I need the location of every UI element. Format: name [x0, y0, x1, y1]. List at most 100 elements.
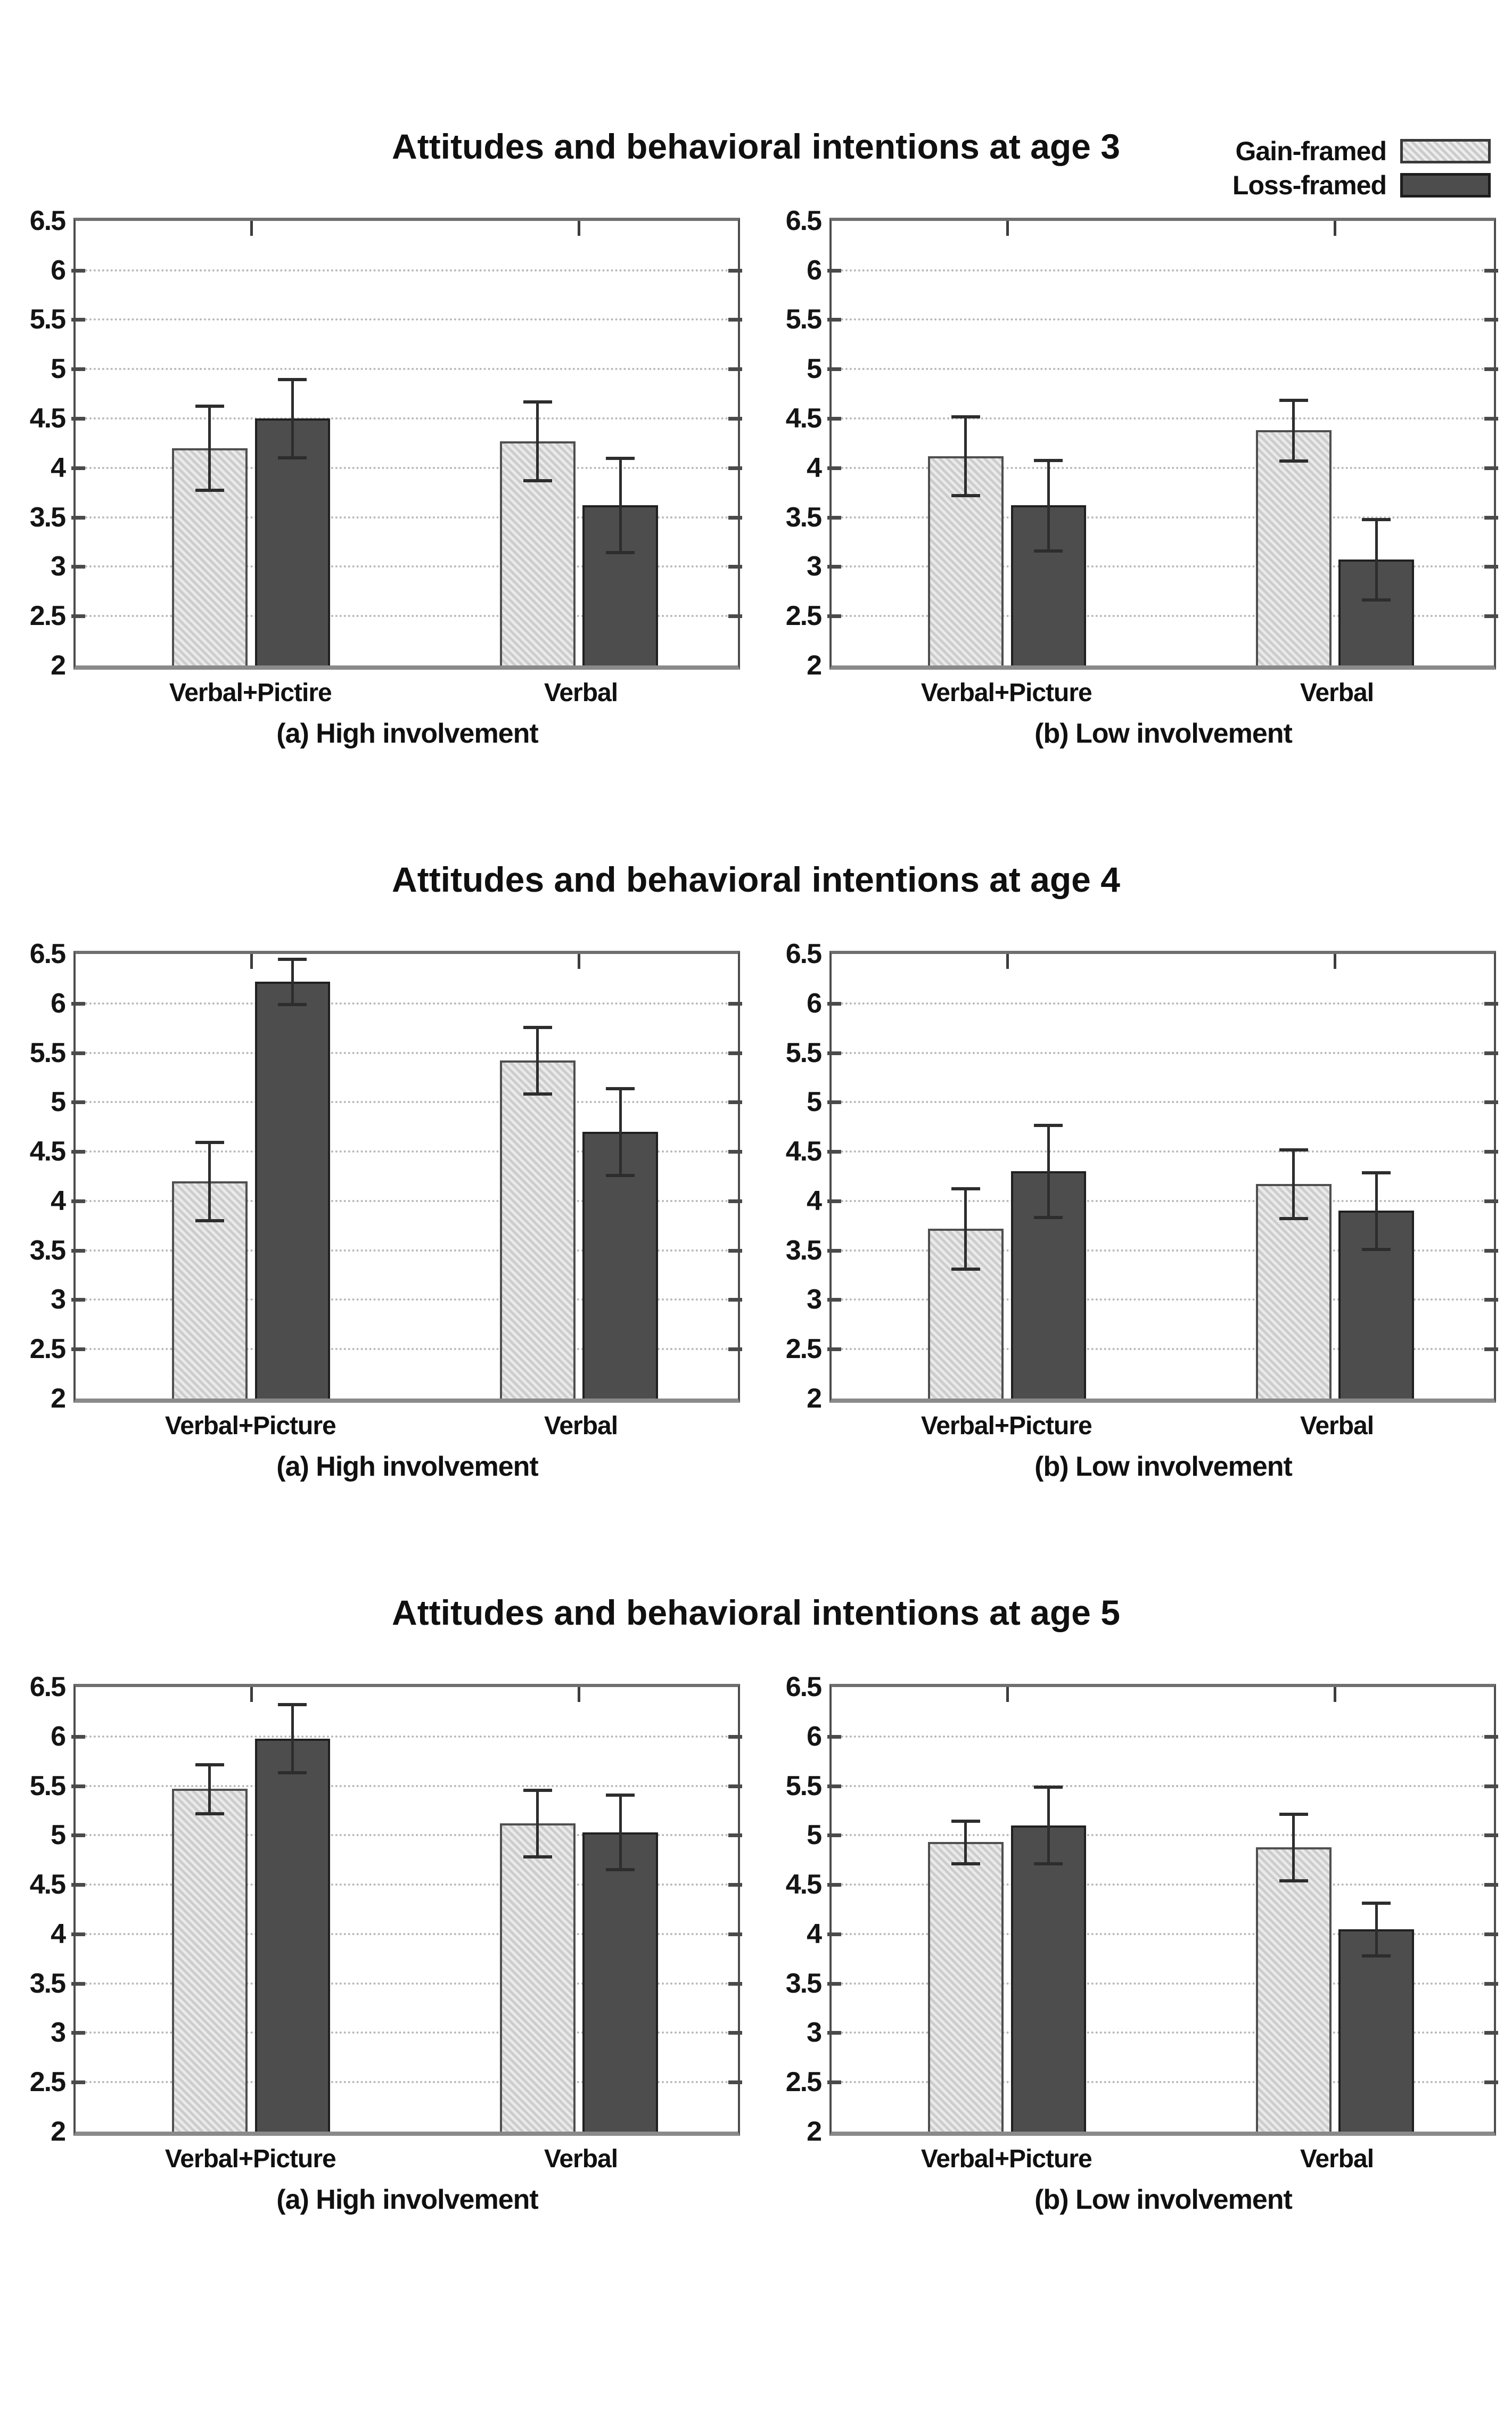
- error-bar-cap-bottom: [1362, 1954, 1391, 1957]
- left-axis-tick: [71, 1347, 85, 1352]
- left-axis-tick: [827, 1248, 841, 1253]
- gridline: [77, 1298, 737, 1301]
- error-bar-cap-bottom: [951, 1862, 980, 1866]
- error-bar-line: [536, 1790, 539, 1857]
- left-axis-tick: [71, 515, 85, 520]
- y-tick-label: 5.5: [785, 1037, 822, 1068]
- panels-row: 6.5 6 5.5 5 4.5 4 3.5 3 2.5 2 Verbal+Picture Verbal…: [0, 939, 1512, 1482]
- gridline: [77, 466, 737, 469]
- left-axis-tick: [827, 1199, 841, 1203]
- gridline: [833, 615, 1493, 618]
- y-tick-label: 5.5: [29, 1770, 66, 1802]
- panel-caption: (b) Low involvement: [1034, 718, 1293, 749]
- gridline: [833, 1249, 1493, 1252]
- error-bar-cap-bottom: [278, 456, 307, 460]
- gridline: [77, 1932, 737, 1935]
- right-axis-tick: [1484, 1100, 1498, 1105]
- error-bar-cap-bottom: [1034, 549, 1063, 553]
- y-tick-label: 2: [807, 2116, 822, 2148]
- error-bar-cap-bottom: [606, 551, 635, 555]
- error-bar-cap-bottom: [951, 493, 980, 497]
- gridline: [833, 1298, 1493, 1301]
- left-axis-tick: [71, 417, 85, 421]
- y-tick-label: 6: [51, 254, 66, 286]
- chart-row-age-5: Attitudes and behavioral intentions at a…: [0, 1593, 1512, 2215]
- error-bar-line: [619, 1795, 622, 1870]
- gridline: [77, 1784, 737, 1787]
- error-bar-cap-top: [606, 1087, 635, 1091]
- right-axis-tick: [1484, 1784, 1498, 1788]
- top-axis-tick: [578, 1687, 581, 1702]
- right-axis-tick: [1484, 466, 1498, 470]
- y-tick-label: 5.5: [785, 304, 822, 335]
- left-axis-tick: [827, 1001, 841, 1006]
- left-axis-tick: [827, 367, 841, 372]
- left-axis-tick: [827, 515, 841, 520]
- y-axis: 6.5 6 5.5 5 4.5 4 3.5 3 2.5 2: [756, 205, 829, 681]
- y-axis: 6.5 6 5.5 5 4.5 4 3.5 3 2.5 2: [0, 1672, 73, 2147]
- left-axis-tick: [71, 367, 85, 372]
- plot-area-row: 6.5 6 5.5 5 4.5 4 3.5 3 2.5 2: [0, 1672, 756, 2147]
- panel-caption: (a) High involvement: [276, 718, 538, 749]
- right-axis-tick: [1484, 1001, 1498, 1006]
- plot-area: [827, 1684, 1498, 2136]
- chart-row-title: Attitudes and behavioral intentions at a…: [392, 127, 1120, 166]
- gridline: [77, 269, 737, 272]
- legend-swatch-gain-icon: [1400, 139, 1491, 163]
- y-tick-label: 5: [51, 1820, 66, 1851]
- right-axis-tick: [1484, 1833, 1498, 1838]
- left-axis-tick: [71, 614, 85, 619]
- right-axis-tick: [1484, 1883, 1498, 1887]
- chart-panel-low: 6.5 6 5.5 5 4.5 4 3.5 3 2.5 2 Verbal+Picture Verbal…: [756, 1672, 1512, 2215]
- right-axis-tick: [1484, 1051, 1498, 1055]
- y-tick-label: 6: [51, 1721, 66, 1752]
- error-bar-cap-top: [1362, 1901, 1391, 1905]
- left-axis-tick: [71, 318, 85, 322]
- category-label: Verbal: [1300, 2145, 1374, 2174]
- y-tick-label: 4: [51, 452, 66, 483]
- gridline: [833, 318, 1493, 321]
- bar-gain-verbal: [1255, 1847, 1332, 2132]
- bar-gain-verbal: [1255, 1184, 1332, 1399]
- x-labels: Verbal+Picture Verbal: [73, 2136, 741, 2185]
- bar-gain-verbal-picture: [928, 1842, 1004, 2132]
- right-axis-tick: [728, 1150, 742, 1154]
- left-axis-tick: [71, 2080, 85, 2085]
- left-axis-tick: [827, 417, 841, 421]
- y-tick-label: 2: [51, 2116, 66, 2148]
- right-axis-tick: [728, 318, 742, 322]
- right-axis-tick: [728, 515, 742, 520]
- error-bar-cap-bottom: [1279, 1217, 1308, 1221]
- plot-area: [71, 950, 742, 1403]
- error-bar-cap-bottom: [195, 1812, 224, 1815]
- error-bar-cap-bottom: [606, 1868, 635, 1872]
- category-label: Verbal: [544, 2145, 618, 2174]
- right-axis-tick: [1484, 2080, 1498, 2085]
- error-bar-cap-top: [951, 415, 980, 419]
- error-bar-line: [1292, 1813, 1295, 1881]
- top-axis-tick: [1334, 220, 1337, 236]
- y-tick-label: 6.5: [785, 938, 822, 969]
- right-axis-tick: [728, 1199, 742, 1203]
- left-axis-tick: [71, 466, 85, 470]
- gridline: [833, 1932, 1493, 1935]
- left-axis-tick: [827, 614, 841, 619]
- left-axis-tick: [71, 1833, 85, 1838]
- left-axis-tick: [827, 1298, 841, 1302]
- bar-loss-verbal-picture: [254, 981, 331, 1399]
- y-tick-label: 5: [51, 353, 66, 385]
- left-axis-tick: [827, 268, 841, 273]
- left-axis-tick: [827, 1981, 841, 1986]
- y-tick-label: 4.5: [29, 403, 66, 434]
- gridline: [833, 2031, 1493, 2034]
- left-axis-tick: [827, 1051, 841, 1055]
- error-bar-line: [208, 405, 211, 491]
- plot-area-row: 6.5 6 5.5 5 4.5 4 3.5 3 2.5 2: [756, 939, 1512, 1414]
- panel-caption: (a) High involvement: [276, 1451, 538, 1482]
- error-bar-line: [1292, 399, 1295, 461]
- y-tick-label: 6.5: [29, 1672, 66, 1703]
- y-tick-label: 3.5: [29, 501, 66, 533]
- error-bar-cap-bottom: [278, 1771, 307, 1775]
- y-tick-label: 4.5: [29, 1136, 66, 1167]
- error-bar-cap-bottom: [1034, 1216, 1063, 1220]
